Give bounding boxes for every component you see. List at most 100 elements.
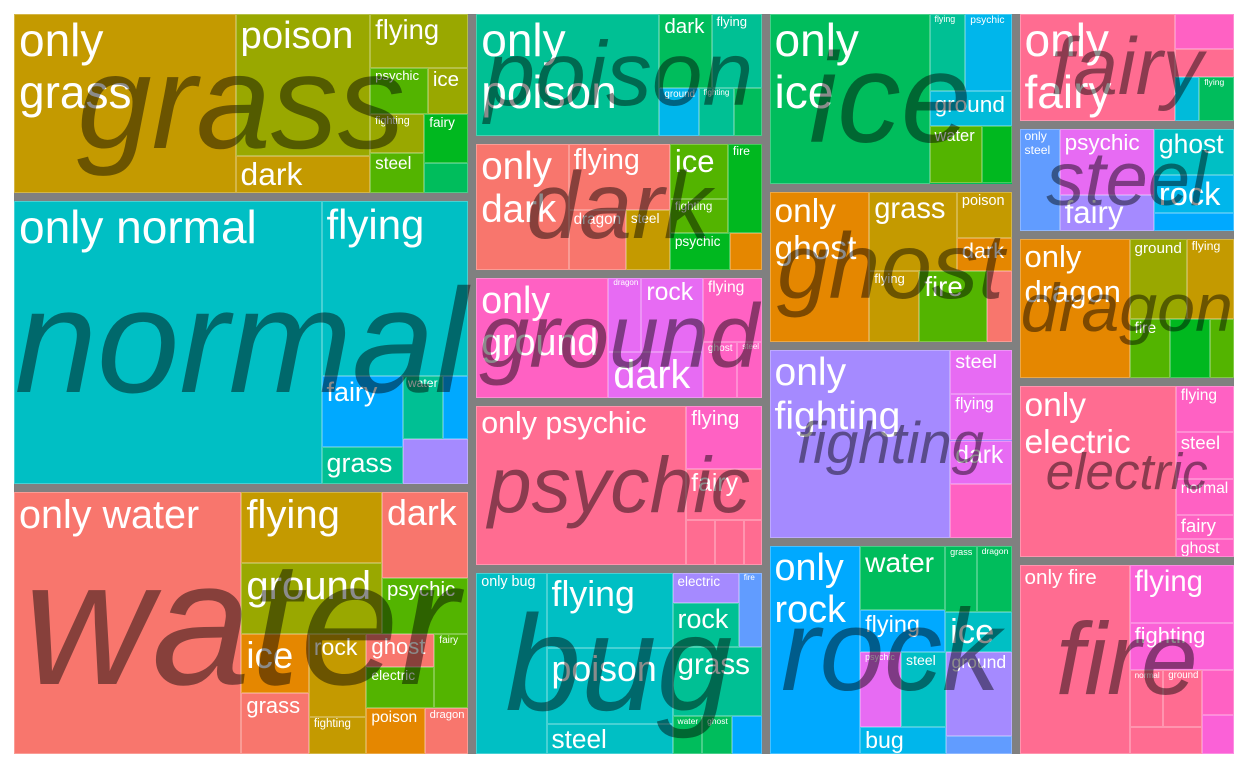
cell-grass-steel: steel <box>370 153 425 193</box>
cell-electric-steel: steel <box>1175 432 1234 479</box>
cell-label: ground <box>664 89 696 101</box>
cell-bug-fire: fire <box>738 572 762 647</box>
cell-label: dragon <box>429 709 465 722</box>
cell-label: ground <box>951 651 1007 672</box>
cell-electric-fairy: fairy <box>1175 515 1234 539</box>
cell-water-poison: poison <box>366 708 425 754</box>
cell-ice-water: water <box>929 126 982 184</box>
cell-label: flying <box>1191 238 1221 253</box>
cell-label: grass <box>326 447 393 478</box>
cell-ghost-unlabeled <box>987 271 1012 343</box>
cell-ice-flying: flying <box>929 14 966 92</box>
cell-ghost-dark: dark <box>956 237 1012 272</box>
cell-water-ghost: ghost <box>366 633 435 668</box>
cell-grass-only-grass: only grass <box>14 14 236 193</box>
cell-label: dragon <box>573 210 622 228</box>
cell-label: grass <box>677 648 750 681</box>
cell-electric-only-electric: only electric <box>1019 385 1176 557</box>
cell-label: dark <box>240 156 303 193</box>
cell-label: only psychic <box>481 407 647 440</box>
group-ice: only ice flying psychic ground water ice <box>769 14 1012 184</box>
cell-label: fighting <box>313 718 351 731</box>
cell-water-dragon: dragon <box>424 708 469 754</box>
cell-label: steel <box>375 153 412 174</box>
cell-label: ground <box>1134 239 1182 257</box>
cell-dark-dragon: dragon <box>568 209 626 271</box>
cell-ground-dragon: dragon <box>608 278 642 352</box>
cell-normal-unlabeled <box>402 439 469 485</box>
group-psychic: only psychic flying fairy psychic <box>476 406 762 565</box>
cell-water-fighting: fighting <box>308 717 367 754</box>
cell-dark-fire: fire <box>727 143 762 233</box>
cell-dragon-unlabeled <box>1170 318 1210 378</box>
cell-fire-normal: normal <box>1129 669 1164 728</box>
cell-dark-only-dark: only dark <box>476 143 569 271</box>
cell-bug-ghost: ghost <box>702 715 732 754</box>
cell-label: normal <box>1180 479 1229 497</box>
cell-label: only ice <box>774 14 859 118</box>
cell-normal-water: water <box>402 376 443 440</box>
cell-label: flying <box>375 14 440 45</box>
cell-label: electric <box>677 573 721 589</box>
cell-normal-grass: grass <box>321 446 403 485</box>
cell-label: flying <box>551 573 635 614</box>
cell-label: water <box>407 376 438 391</box>
cell-label: fighting <box>375 115 410 128</box>
cell-ghost-grass: grass <box>869 191 957 272</box>
cell-label: ice <box>950 612 995 651</box>
cell-fire-unlabeled <box>1201 669 1234 715</box>
cell-fighting-dark: dark <box>950 440 1012 484</box>
cell-label: flying <box>573 143 640 176</box>
cell-ghost-flying: flying <box>869 271 920 343</box>
cell-label: only fairy <box>1024 14 1112 118</box>
cell-label: poison <box>371 709 418 727</box>
cell-label: ghost <box>371 633 426 659</box>
cell-label: water <box>865 546 935 579</box>
cell-dragon-ground: ground <box>1129 238 1187 319</box>
cell-dark-steel: steel <box>625 209 670 271</box>
cell-label: dark <box>955 441 1004 469</box>
cell-label: only bug <box>481 573 536 590</box>
cell-dragon-only-dragon: only dragon <box>1019 238 1130 378</box>
cell-label: dark <box>961 237 1005 263</box>
cell-grass-dark: dark <box>235 156 371 193</box>
cell-label: fire <box>743 572 755 582</box>
cell-rock-water: water <box>860 546 946 610</box>
cell-fighting-unlabeled <box>950 483 1012 539</box>
cell-label: flying <box>246 493 340 538</box>
cell-electric-normal: normal <box>1175 478 1234 516</box>
cell-label: fairy <box>1064 195 1124 231</box>
cell-dragon-fire: fire <box>1129 318 1171 378</box>
cell-label: ground <box>1168 669 1199 681</box>
cell-poison-dark: dark <box>659 14 712 89</box>
cell-label: steel <box>906 651 936 668</box>
cell-bug-electric: electric <box>672 572 739 604</box>
cell-rock-unlabeled <box>946 736 1012 754</box>
cell-label: dark <box>613 352 691 397</box>
cell-fairy-unlabeled <box>1175 48 1234 77</box>
cell-label: ground <box>934 92 1005 118</box>
cell-label: rock <box>677 604 729 635</box>
cell-grass-unlabeled <box>424 162 469 193</box>
cell-fairy-only-fairy: only fairy <box>1019 14 1176 122</box>
cell-label: steel <box>551 723 607 754</box>
cell-label: flying <box>865 610 920 637</box>
cell-poison-ground: ground <box>659 88 699 136</box>
cell-rock-ground: ground <box>946 651 1012 737</box>
cell-label: only fighting <box>774 351 901 439</box>
cell-fire-unlabeled <box>1201 714 1234 754</box>
cell-label: fairy <box>691 470 738 498</box>
cell-label: grass <box>246 692 301 718</box>
cell-grass-ice: ice <box>427 68 469 115</box>
cell-label: water <box>934 127 975 146</box>
cell-label: fighting <box>703 88 730 98</box>
cell-ground-dark: dark <box>608 351 703 398</box>
cell-water-grass: grass <box>241 692 309 754</box>
cell-poison-fighting: fighting <box>698 88 735 136</box>
cell-label: poison <box>961 192 1005 209</box>
cell-label: ground <box>246 564 372 609</box>
cell-label: flying <box>1180 386 1217 404</box>
cell-label: ice <box>432 68 459 92</box>
cell-label: flying <box>691 407 740 430</box>
cell-label: flying <box>1204 76 1225 87</box>
